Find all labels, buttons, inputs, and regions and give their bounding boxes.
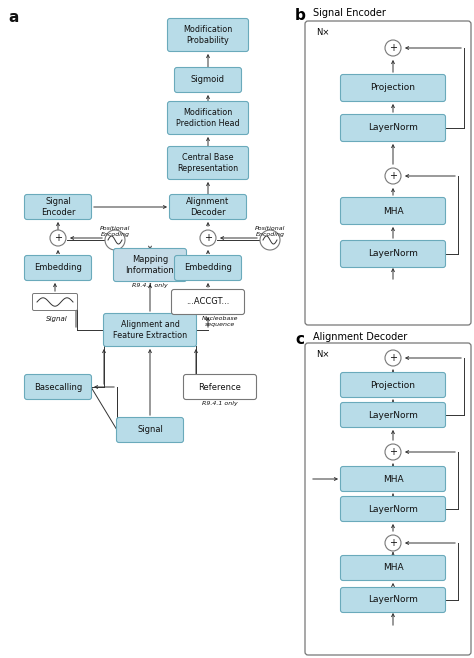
Text: +: + (204, 233, 212, 243)
Text: Nucleobase
sequence: Nucleobase sequence (202, 316, 238, 327)
FancyBboxPatch shape (340, 372, 446, 397)
FancyBboxPatch shape (340, 555, 446, 580)
FancyBboxPatch shape (305, 343, 471, 655)
FancyBboxPatch shape (25, 195, 91, 220)
FancyBboxPatch shape (340, 241, 446, 268)
Text: N×: N× (316, 350, 329, 359)
Circle shape (385, 535, 401, 551)
Text: Mapping
Information: Mapping Information (126, 255, 174, 274)
FancyBboxPatch shape (25, 255, 91, 280)
FancyBboxPatch shape (167, 101, 248, 134)
FancyBboxPatch shape (340, 403, 446, 428)
Text: R9.4.1 only: R9.4.1 only (132, 283, 168, 288)
FancyBboxPatch shape (340, 497, 446, 522)
FancyBboxPatch shape (340, 114, 446, 141)
FancyBboxPatch shape (117, 417, 183, 442)
Text: Alignment Decoder: Alignment Decoder (313, 332, 407, 342)
FancyBboxPatch shape (340, 588, 446, 613)
Circle shape (200, 230, 216, 246)
Text: Sigmoid: Sigmoid (191, 76, 225, 84)
FancyBboxPatch shape (103, 313, 197, 347)
Text: MHA: MHA (383, 563, 403, 572)
Text: Alignment
Decoder: Alignment Decoder (186, 197, 229, 216)
Text: +: + (54, 233, 62, 243)
Text: ...ACCGT...: ...ACCGT... (186, 297, 230, 307)
Text: Projection: Projection (371, 84, 416, 93)
Text: Positional
Encoding: Positional Encoding (255, 226, 285, 237)
Text: MHA: MHA (383, 207, 403, 216)
Text: N×: N× (316, 28, 329, 37)
FancyBboxPatch shape (25, 374, 91, 399)
FancyBboxPatch shape (167, 18, 248, 51)
FancyBboxPatch shape (33, 293, 78, 311)
Text: Reference: Reference (199, 382, 241, 392)
FancyBboxPatch shape (340, 197, 446, 224)
Text: +: + (389, 447, 397, 457)
Text: LayerNorm: LayerNorm (368, 249, 418, 259)
Text: Signal
Encoder: Signal Encoder (41, 197, 75, 216)
Text: Modification
Probability: Modification Probability (183, 25, 233, 45)
Text: Signal: Signal (46, 316, 68, 322)
Text: LayerNorm: LayerNorm (368, 411, 418, 420)
Text: Modification
Prediction Head: Modification Prediction Head (176, 109, 240, 128)
Circle shape (385, 40, 401, 56)
Text: Positional
Encoding: Positional Encoding (100, 226, 130, 237)
Text: Basecalling: Basecalling (34, 382, 82, 392)
FancyBboxPatch shape (170, 195, 246, 220)
Text: Embedding: Embedding (34, 263, 82, 272)
Text: Central Base
Representation: Central Base Representation (177, 153, 238, 172)
Text: c: c (295, 332, 304, 347)
Text: +: + (389, 43, 397, 53)
Circle shape (385, 350, 401, 366)
Circle shape (50, 230, 66, 246)
Text: LayerNorm: LayerNorm (368, 505, 418, 513)
Text: a: a (8, 10, 18, 25)
Text: b: b (295, 8, 306, 23)
FancyBboxPatch shape (305, 21, 471, 325)
Text: Embedding: Embedding (184, 263, 232, 272)
Circle shape (385, 168, 401, 184)
Text: +: + (389, 171, 397, 181)
FancyBboxPatch shape (340, 467, 446, 492)
Text: +: + (389, 538, 397, 548)
Circle shape (105, 230, 125, 250)
FancyBboxPatch shape (113, 249, 186, 282)
Text: MHA: MHA (383, 474, 403, 484)
FancyBboxPatch shape (174, 68, 241, 93)
FancyBboxPatch shape (172, 290, 245, 315)
Circle shape (385, 444, 401, 460)
FancyBboxPatch shape (183, 374, 256, 399)
Text: LayerNorm: LayerNorm (368, 124, 418, 132)
Text: LayerNorm: LayerNorm (368, 595, 418, 605)
FancyBboxPatch shape (167, 147, 248, 180)
Text: Projection: Projection (371, 380, 416, 390)
Text: Signal: Signal (137, 426, 163, 434)
Circle shape (260, 230, 280, 250)
Text: +: + (389, 353, 397, 363)
Text: Alignment and
Feature Extraction: Alignment and Feature Extraction (113, 320, 187, 340)
FancyBboxPatch shape (340, 74, 446, 101)
Text: Signal Encoder: Signal Encoder (313, 8, 386, 18)
FancyBboxPatch shape (174, 255, 241, 280)
Text: R9.4.1 only: R9.4.1 only (202, 401, 238, 406)
